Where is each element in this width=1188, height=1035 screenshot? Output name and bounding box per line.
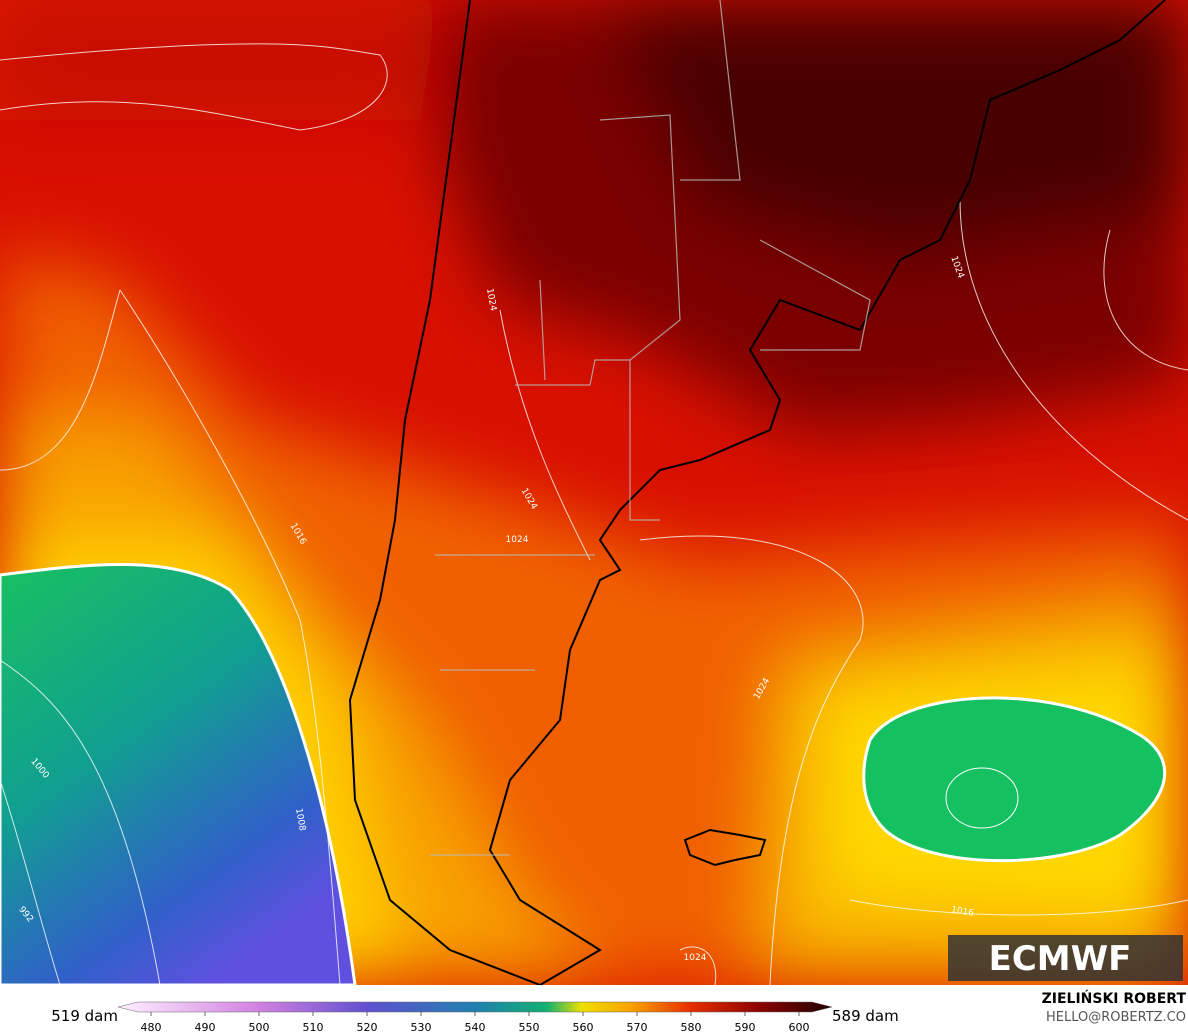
colorbar-tick-label: 560 — [573, 1021, 594, 1034]
contact: HELLO@ROBERTZ.CO — [1046, 1010, 1186, 1025]
colorbar-tick-label: 490 — [195, 1021, 216, 1034]
isobar-label: 1016 — [950, 905, 975, 919]
colorbar-tick-label: 520 — [357, 1021, 378, 1034]
field — [0, 0, 1188, 985]
colorbar — [117, 1001, 833, 1013]
logo: ECMWF — [989, 939, 1132, 979]
isobar-label: 1024 — [484, 288, 498, 313]
logo-box — [948, 935, 1183, 981]
colorbar-tick-label: 510 — [303, 1021, 324, 1034]
colorbar-ticks: 480 490 500 510 520 530 540 550 560 570 580 590 600 — [141, 1012, 810, 1034]
author: ZIELIŃSKI ROBERT — [1042, 989, 1187, 1007]
colorbar-tick-label: 540 — [465, 1021, 486, 1034]
isobar-label: 1008 — [293, 808, 307, 833]
isobar-label: 1024 — [684, 953, 707, 963]
colorbar-tick-label: 580 — [681, 1021, 702, 1034]
colorbar-tick-label: 480 — [141, 1021, 162, 1034]
colorbar-tick-label: 590 — [735, 1021, 756, 1034]
min-label: 519 dam — [51, 1007, 118, 1025]
colorbar-tick-label: 600 — [789, 1021, 810, 1034]
colorbar-tick-label: 550 — [519, 1021, 540, 1034]
colorbar-tick-label: 500 — [249, 1021, 270, 1034]
colorbar-tick-label: 530 — [411, 1021, 432, 1034]
colorbar-tick-label: 570 — [627, 1021, 648, 1034]
isobar-label: 1024 — [506, 535, 529, 545]
max-label: 589 dam — [832, 1007, 899, 1025]
